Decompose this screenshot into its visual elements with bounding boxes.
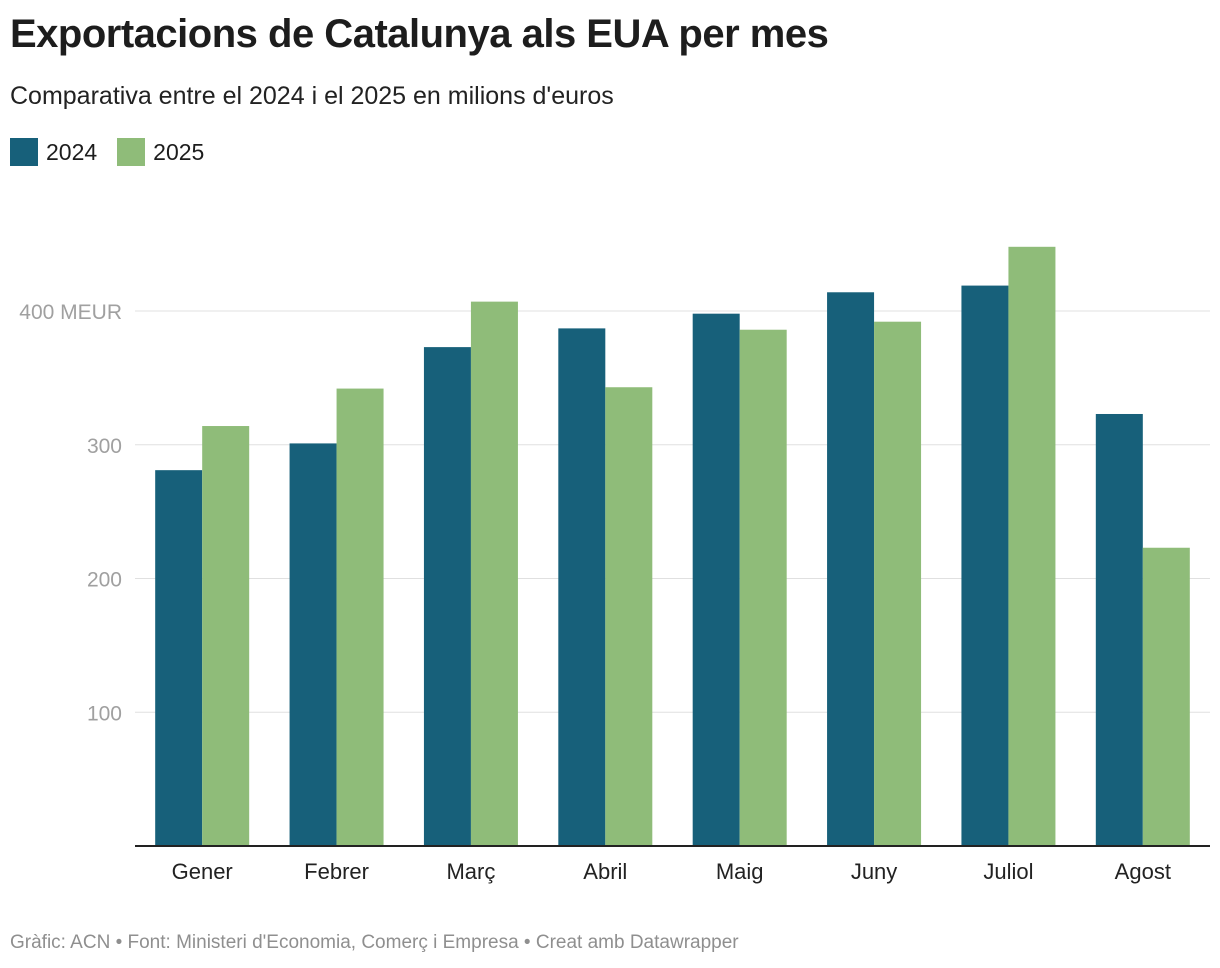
bar-2024-gener xyxy=(155,470,203,846)
bar-2025-abril xyxy=(605,387,653,846)
bar-2024-març xyxy=(423,347,471,846)
y-tick-label: 400 MEUR xyxy=(19,301,122,324)
bar-2025-maig xyxy=(739,329,787,847)
x-tick-label: Juliol xyxy=(983,859,1033,884)
bar-2025-agost xyxy=(1142,547,1190,846)
x-tick-label: Abril xyxy=(583,859,627,884)
y-tick-label: 200 xyxy=(87,569,122,592)
legend-item-2025: 2025 xyxy=(117,138,204,166)
legend-swatch-2024 xyxy=(10,138,38,166)
y-tick-label: 100 xyxy=(87,702,122,725)
bar-2024-maig xyxy=(692,313,740,846)
legend: 2024 2025 xyxy=(10,138,204,166)
legend-label-2024: 2024 xyxy=(46,138,98,165)
bar-2024-abril xyxy=(558,328,606,846)
x-tick-label: Gener xyxy=(172,859,233,884)
bar-2025-març xyxy=(470,301,518,846)
legend-item-2024: 2024 xyxy=(10,138,97,166)
bar-2025-juny xyxy=(874,321,922,846)
y-tick-label: 300 xyxy=(87,435,122,458)
bar-2025-gener xyxy=(202,426,250,846)
bar-2025-febrer xyxy=(336,388,384,846)
legend-label-2025: 2025 xyxy=(153,138,205,165)
x-tick-label: Febrer xyxy=(304,859,369,884)
bar-2024-juny xyxy=(827,292,875,846)
chart-footer: Gràfic: ACN • Font: Ministeri d'Economia… xyxy=(10,932,739,953)
chart-subtitle: Comparativa entre el 2024 i el 2025 en m… xyxy=(10,82,614,110)
bar-2024-febrer xyxy=(289,443,337,846)
bar-2024-agost xyxy=(1095,413,1143,846)
x-tick-label: Març xyxy=(446,859,495,884)
bar-2024-juliol xyxy=(961,285,1009,846)
legend-swatch-2025 xyxy=(117,138,146,166)
bar-2025-juliol xyxy=(1008,246,1056,847)
x-tick-label: Maig xyxy=(716,859,764,884)
x-tick-label: Juny xyxy=(851,859,897,884)
x-tick-label: Agost xyxy=(1115,859,1171,884)
chart-title: Exportacions de Catalunya als EUA per me… xyxy=(10,12,829,56)
